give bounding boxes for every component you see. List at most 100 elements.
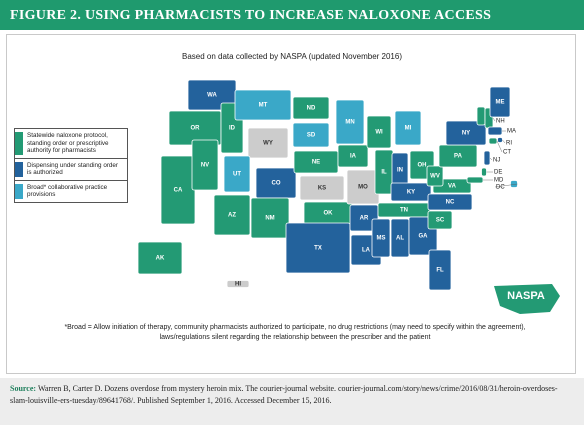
state-label: PA	[454, 154, 463, 160]
state-label: TN	[400, 208, 408, 214]
state-label: MN	[345, 120, 354, 126]
state-label: VA	[448, 184, 457, 190]
state	[426, 165, 444, 187]
legend: Statewide naloxone protocol, standing or…	[14, 128, 128, 203]
state	[213, 194, 251, 236]
state-label: GA	[419, 234, 429, 240]
state-label: WI	[375, 130, 383, 136]
leader-line	[489, 157, 493, 161]
state-label: OH	[418, 163, 427, 169]
state	[427, 193, 473, 211]
state-label: WY	[263, 141, 273, 147]
state-label: MA	[507, 129, 516, 135]
legend-swatch	[15, 161, 23, 177]
state-label: CA	[174, 188, 183, 194]
state-label: FL	[436, 268, 444, 274]
title-bar: FIGURE 2. USING PHARMACISTS TO INCREASE …	[0, 0, 584, 30]
state	[481, 167, 487, 177]
state	[366, 115, 392, 149]
state-label: KY	[407, 190, 415, 196]
state-label: SD	[307, 133, 316, 139]
state	[476, 106, 486, 126]
state-label: NJ	[493, 158, 500, 164]
subtitle: Based on data collected by NASPA (update…	[182, 52, 402, 61]
state	[483, 150, 491, 166]
state-label: HI	[235, 282, 241, 288]
state	[226, 280, 250, 288]
state-label: AZ	[228, 213, 236, 219]
state-label: LA	[362, 248, 371, 254]
state-label: NC	[446, 200, 455, 206]
state	[247, 127, 289, 159]
legend-item: Broad* collaborative practice provisions	[15, 181, 127, 202]
state-label: IA	[350, 154, 357, 160]
state-label: NM	[265, 216, 274, 222]
state-label: AR	[360, 216, 369, 222]
leader-line	[502, 139, 506, 144]
legend-label: Broad* collaborative practice provisions	[27, 183, 108, 199]
legend-item: Dispensing under standing order is autho…	[15, 159, 127, 181]
card	[6, 34, 576, 374]
state	[390, 182, 432, 202]
state	[489, 86, 511, 118]
state-label: IL	[381, 170, 387, 176]
legend-label: Statewide naloxone protocol, standing or…	[27, 132, 109, 154]
state	[335, 99, 365, 145]
logo-shape	[494, 284, 560, 314]
state-label: KS	[318, 186, 326, 192]
state	[349, 204, 379, 232]
state-label: WV	[430, 174, 440, 180]
state-label: NE	[312, 160, 320, 166]
logo: NASPA	[490, 282, 562, 316]
state-label: NY	[462, 131, 470, 137]
state-label: AK	[156, 256, 165, 262]
state-label: DC	[496, 185, 505, 191]
state-label: MS	[377, 236, 386, 242]
state-label: NH	[496, 119, 505, 125]
state	[427, 210, 453, 230]
legend-swatch	[15, 132, 23, 155]
state	[299, 175, 345, 201]
state	[466, 176, 484, 184]
state-label: MI	[405, 126, 412, 132]
leader-line	[492, 117, 496, 122]
legend-swatch	[15, 183, 23, 199]
state	[371, 218, 391, 258]
state-label: ME	[496, 100, 505, 106]
state-label: OR	[191, 126, 201, 132]
state-label: CT	[503, 150, 511, 156]
state-label: WA	[207, 93, 217, 99]
title: FIGURE 2. USING PHARMACISTS TO INCREASE …	[10, 8, 492, 23]
state-label: AL	[396, 236, 404, 242]
state	[487, 126, 503, 136]
footnote: *Broad = Allow initiation of therapy, co…	[64, 324, 526, 341]
state-label: CO	[272, 181, 281, 187]
state	[191, 139, 219, 191]
source-text: Warren B, Carter D. Dozens overdose from…	[10, 384, 558, 405]
state	[337, 144, 369, 168]
source: Source: Warren B, Carter D. Dozens overd…	[0, 378, 584, 425]
state-label: RI	[506, 141, 512, 147]
state	[223, 155, 251, 193]
state	[285, 222, 351, 274]
state	[394, 110, 422, 146]
state-label: DE	[494, 170, 502, 176]
state	[234, 89, 292, 121]
state-label: UT	[233, 172, 241, 178]
state-label: TX	[314, 246, 322, 252]
state-label: ND	[307, 106, 316, 112]
state-label: ID	[229, 126, 236, 132]
state	[137, 241, 183, 275]
state-label: MO	[358, 185, 368, 191]
state	[497, 137, 503, 143]
state	[428, 249, 452, 291]
leader-line	[496, 140, 503, 153]
legend-item: Statewide naloxone protocol, standing or…	[15, 129, 127, 159]
state-label: MT	[259, 103, 268, 109]
source-label: Source:	[10, 384, 37, 393]
leader-line	[494, 183, 518, 188]
state	[292, 96, 330, 120]
legend-label: Dispensing under standing order is autho…	[27, 161, 119, 177]
